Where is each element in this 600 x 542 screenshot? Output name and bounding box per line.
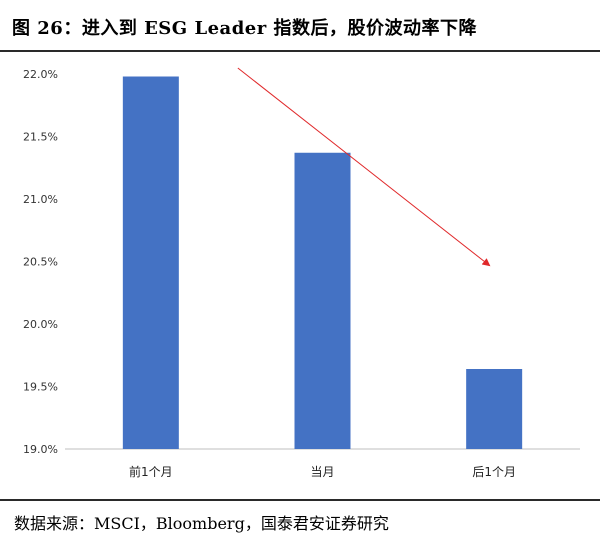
bars — [122, 76, 523, 449]
y-tick-label: 20.5% — [23, 256, 58, 269]
bar-chart: 19.0% 19.5% 20.0% 20.5% 21.0% 21.5% 22.0% 前1个月… — [23, 67, 580, 479]
x-axis-categories: 前1个月 当月 后1个月 — [129, 464, 516, 479]
y-tick-label: 21.0% — [23, 193, 58, 206]
y-tick-label: 21.5% — [23, 131, 58, 144]
trend-arrow — [237, 67, 491, 267]
y-tick-label: 19.5% — [23, 381, 58, 394]
bar — [294, 152, 351, 449]
bottom-rule — [0, 499, 600, 501]
bar — [122, 76, 179, 449]
x-category-label: 后1个月 — [472, 465, 516, 479]
bar — [466, 369, 523, 449]
figure-title: 图 26：进入到 ESG Leader 指数后，股价波动率下降 — [12, 18, 477, 39]
y-tick-label: 19.0% — [23, 443, 58, 456]
x-category-label: 当月 — [310, 465, 334, 479]
x-category-label: 前1个月 — [129, 464, 173, 479]
y-axis-ticks: 19.0% 19.5% 20.0% 20.5% 21.0% 21.5% 22.0% — [23, 68, 58, 456]
y-tick-label: 22.0% — [23, 68, 58, 81]
source-note: 数据来源：MSCI，Bloomberg，国泰君安证券研究 — [14, 514, 389, 533]
top-rule — [0, 50, 600, 52]
y-tick-label: 20.0% — [23, 318, 58, 331]
